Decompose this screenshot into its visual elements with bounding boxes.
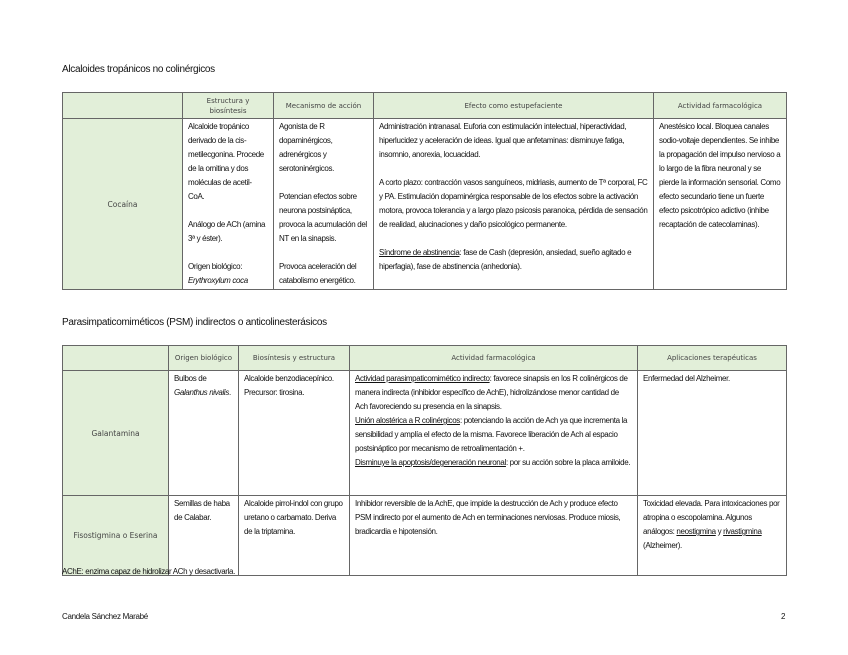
- text: (Alzheimer).: [643, 541, 682, 550]
- psm-table: Origen biológico Biosíntesis y estructur…: [62, 345, 787, 576]
- underlined-label: Síndrome de abstinencia: [379, 248, 460, 257]
- cell-actividad: Inhibidor reversible de la AchE, que imp…: [349, 495, 638, 576]
- text: Potencian efectos sobre neurona postsiná…: [279, 192, 367, 243]
- cell-biosintesis: Alcaloide pirrol-indol con grupo uretano…: [238, 495, 350, 576]
- footer-author: Candela Sánchez Marabé: [62, 612, 148, 621]
- footnote: AChE: enzima capaz de hidrolizar ACh y d…: [62, 567, 236, 576]
- cell-estructura: Alcaloide tropánico derivado de la cis-m…: [182, 118, 274, 290]
- row-name: Galantamina: [62, 370, 169, 496]
- underlined-label: Disminuye la apoptosis/degeneración neur…: [355, 458, 506, 467]
- header-biosintesis: Biosíntesis y estructura: [238, 345, 350, 371]
- header-empty: [62, 345, 169, 371]
- table-header-row: Estructura y biosíntesis Mecanismo de ac…: [62, 92, 787, 119]
- header-actividad: Actividad farmacológica: [349, 345, 638, 371]
- cocaine-table: Estructura y biosíntesis Mecanismo de ac…: [62, 92, 787, 290]
- cell-actividad: Anestésico local. Bloquea canales sodio-…: [653, 118, 787, 290]
- cell-actividad: Actividad parasimpaticomimético indirect…: [349, 370, 638, 496]
- cell-efecto: Administración intranasal. Euforia con e…: [373, 118, 654, 290]
- table-row: Cocaína Alcaloide tropánico derivado de …: [62, 118, 787, 290]
- underlined-label: Actividad parasimpaticomimético indirect…: [355, 374, 490, 383]
- cell-biosintesis: Alcaloide benzodiacepínico. Precursor: t…: [238, 370, 350, 496]
- text: Análogo de ACh (amina 3ª y éster).: [188, 220, 266, 243]
- text: Provoca aceleración del catabolismo ener…: [279, 262, 357, 285]
- row-name: Cocaína: [62, 118, 183, 290]
- species-name: Galanthus nivalis: [174, 388, 229, 397]
- page-number: 2: [781, 612, 786, 621]
- analog-name: neostigmina: [676, 527, 716, 536]
- text: .: [228, 388, 231, 397]
- header-origen: Origen biológico: [168, 345, 239, 371]
- text: A corto plazo: contracción vasos sanguín…: [379, 178, 648, 229]
- cell-origen: Semillas de haba de Calabar.: [168, 495, 239, 576]
- text: Alcaloide tropánico derivado de la cis-m…: [188, 122, 264, 201]
- cell-aplicaciones: Toxicidad elevada. Para intoxicaciones p…: [637, 495, 787, 576]
- text: y: [715, 527, 724, 536]
- text: Administración intranasal. Euforia con e…: [379, 122, 627, 159]
- section-title-alcaloides: Alcaloides tropánicos no colinérgicos: [62, 64, 215, 75]
- header-empty: [62, 92, 183, 119]
- text: Bulbos de: [174, 374, 207, 383]
- text: Toxicidad elevada. Para intoxicaciones p…: [643, 499, 780, 536]
- cell-mecanismo: Agonista de R dopaminérgicos, adrenérgic…: [273, 118, 374, 290]
- species-name: Erythroxylum coca: [188, 276, 248, 285]
- cell-aplicaciones: Enfermedad del Alzheimer.: [637, 370, 787, 496]
- text: : potenciando la acción de Ach ya que in…: [355, 416, 628, 453]
- text: Agonista de R dopaminérgicos, adrenérgic…: [279, 122, 334, 173]
- cell-origen: Bulbos de Galanthus nivalis.: [168, 370, 239, 496]
- header-efecto: Efecto como estupefaciente: [373, 92, 654, 119]
- text: : favorece sinapsis en los R colinérgico…: [355, 374, 628, 411]
- section-title-psm: Parasimpaticomiméticos (PSM) indirectos …: [62, 317, 327, 328]
- table-row: Fisostigmina o Eserina Semillas de haba …: [62, 495, 787, 576]
- text: : fase de Cash (depresión, ansiedad, sue…: [379, 248, 632, 271]
- analog-name: rivastigmina: [723, 527, 762, 536]
- header-actividad: Actividad farmacológica: [653, 92, 787, 119]
- header-mecanismo: Mecanismo de acción: [273, 92, 374, 119]
- header-aplicaciones: Aplicaciones terapéuticas: [637, 345, 787, 371]
- row-name: Fisostigmina o Eserina: [62, 495, 169, 576]
- table-header-row: Origen biológico Biosíntesis y estructur…: [62, 345, 787, 371]
- table-row: Galantamina Bulbos de Galanthus nivalis.…: [62, 370, 787, 496]
- text: Origen biológico:: [188, 262, 243, 271]
- header-estructura: Estructura y biosíntesis: [182, 92, 274, 119]
- text: : por su acción sobre la placa amiloide.: [505, 458, 631, 467]
- underlined-label: Unión alostérica a R colinérgicos: [355, 416, 460, 425]
